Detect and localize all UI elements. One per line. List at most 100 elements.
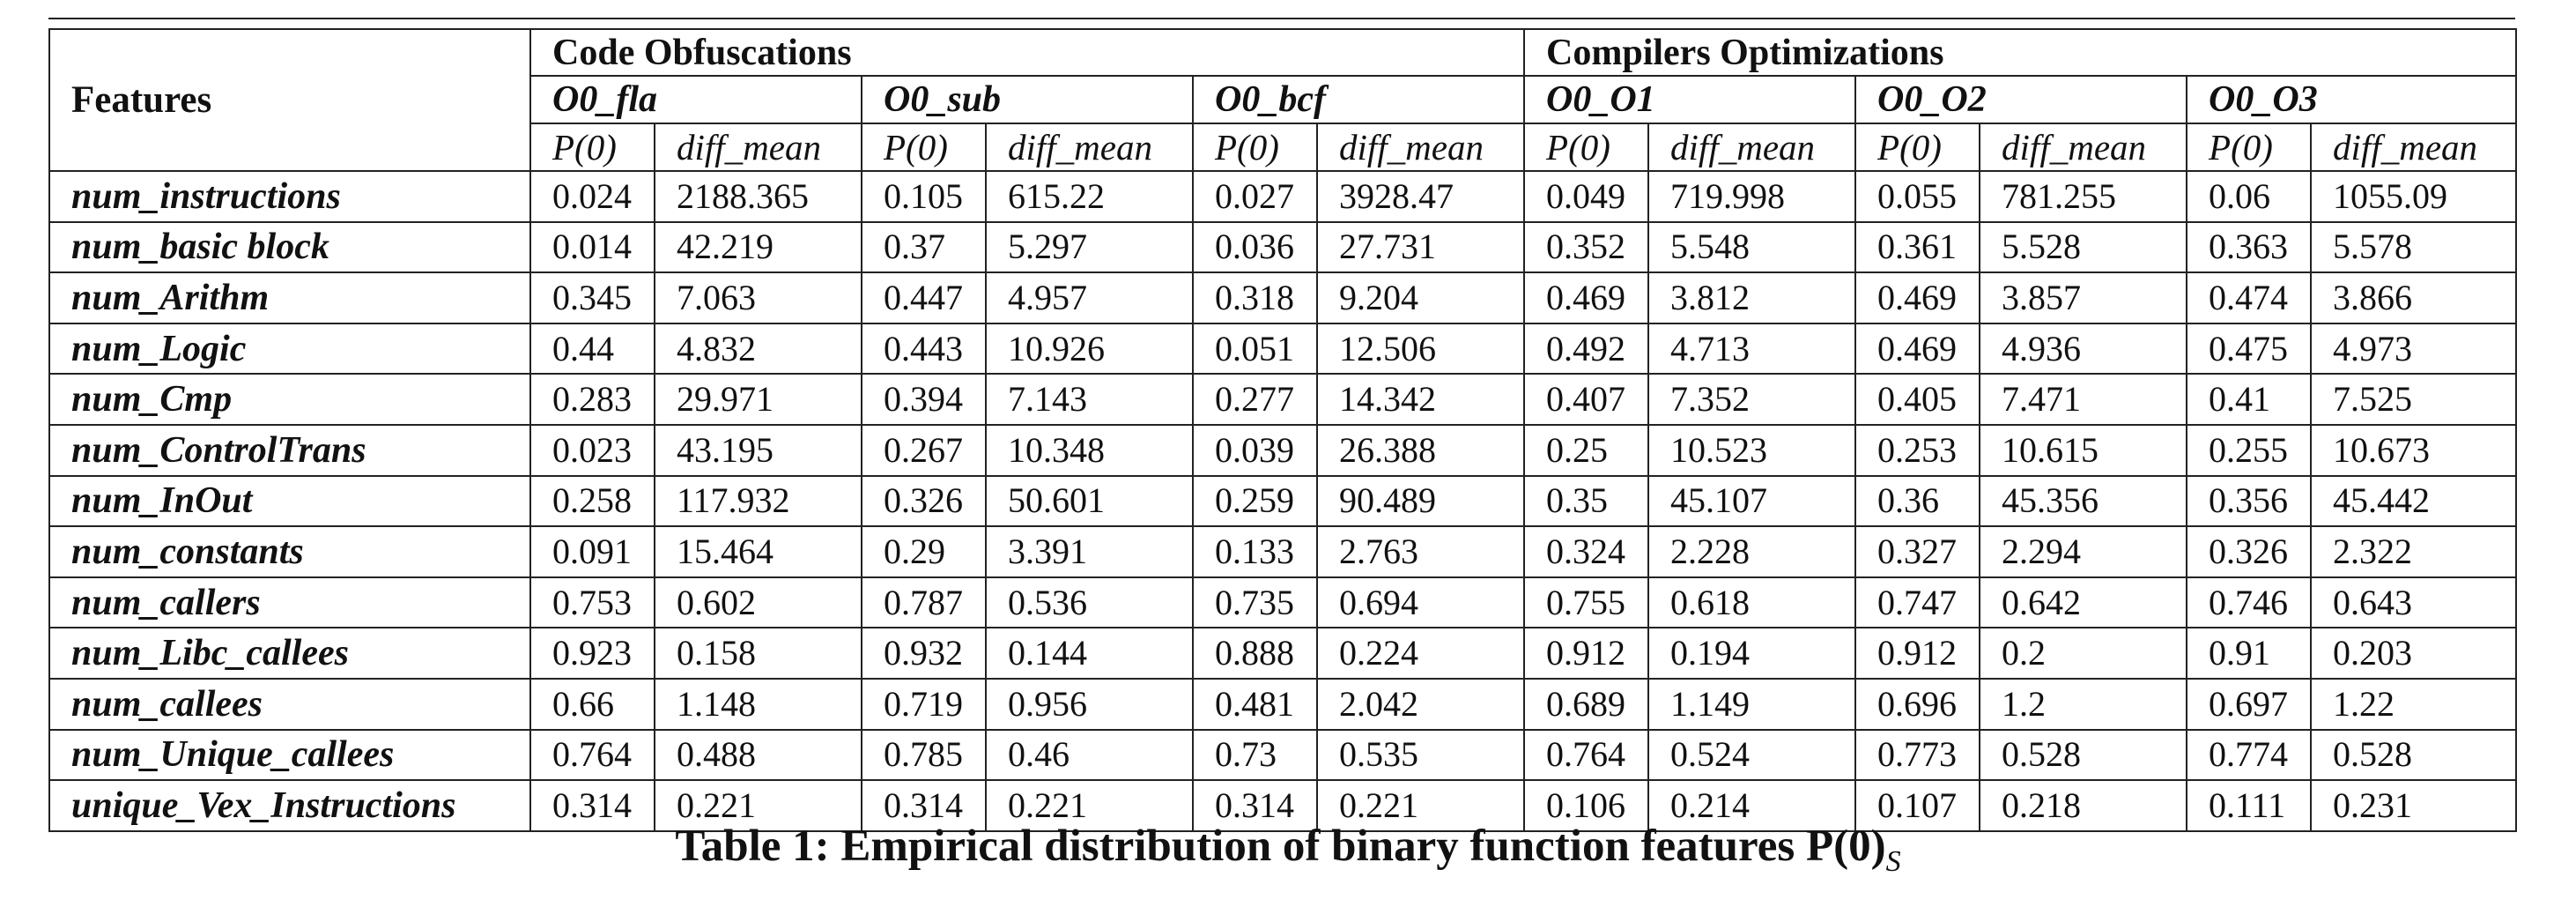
diff-mean-value-cell: 7.063: [654, 271, 862, 324]
p0-value-cell: 0.91: [2186, 627, 2313, 680]
p0-value-cell: 0.314: [1192, 779, 1318, 832]
p0-value-cell: 0.73: [1192, 728, 1318, 782]
diff-mean-value-cell: 0.618: [1647, 576, 1857, 629]
p0-value-cell: 0.259: [1192, 474, 1318, 528]
p0-value-cell: 0.912: [1523, 627, 1650, 680]
p0-value-cell: 0.405: [1854, 373, 1981, 426]
p0-value-cell: 0.753: [529, 576, 655, 629]
diff-mean-value-cell: 45.356: [1979, 474, 2188, 528]
p0-value-cell: 0.689: [1523, 677, 1650, 731]
diff-mean-value-cell: 1.148: [654, 677, 862, 731]
p0-value-cell: 0.443: [861, 322, 987, 375]
diff-mean-value-cell: 7.352: [1647, 373, 1857, 426]
p0-value-cell: 0.44: [529, 322, 655, 375]
diff-mean-value-cell: 0.144: [985, 627, 1194, 680]
p0-value-cell: 0.25: [1523, 423, 1650, 477]
table-row: num_constants 0.091 15.464 0.29 3.391 0.133 2.…: [48, 525, 2518, 578]
p0-value-cell: 0.747: [1854, 576, 1981, 629]
diff-mean-value-cell: 4.936: [1979, 322, 2188, 375]
diff-mean-value-cell: 719.998: [1647, 170, 1857, 223]
diff-mean-value-cell: 2188.365: [654, 170, 862, 223]
diff-mean-value-cell: 43.195: [654, 423, 862, 477]
column-header-p0: P(0): [2186, 123, 2313, 172]
p0-value-cell: 0.481: [1192, 677, 1318, 731]
p0-value-cell: 0.326: [2186, 525, 2313, 578]
column-header-p0: P(0): [529, 123, 655, 172]
p0-value-cell: 0.492: [1523, 322, 1650, 375]
p0-value-cell: 0.912: [1854, 627, 1981, 680]
diff-mean-value-cell: 10.926: [985, 322, 1194, 375]
p0-value-cell: 0.363: [2186, 220, 2313, 274]
p0-value-cell: 0.267: [861, 423, 987, 477]
table-row: num_callees 0.66 1.148 0.719 0.956 0.481 2.042…: [48, 677, 2518, 731]
diff-mean-value-cell: 29.971: [654, 373, 862, 426]
diff-mean-value-cell: 42.219: [654, 220, 862, 274]
p0-value-cell: 0.318: [1192, 271, 1318, 324]
p0-value-cell: 0.66: [529, 677, 655, 731]
diff-mean-value-cell: 5.578: [2310, 220, 2518, 274]
diff-mean-value-cell: 0.536: [985, 576, 1194, 629]
p0-value-cell: 0.314: [861, 779, 987, 832]
p0-value-cell: 0.474: [2186, 271, 2313, 324]
p0-value-cell: 0.29: [861, 525, 987, 578]
setting-header-o0-sub: O0_sub: [861, 75, 1194, 124]
diff-mean-value-cell: 12.506: [1315, 322, 1526, 375]
p0-value-cell: 0.258: [529, 474, 655, 528]
feature-name-cell: num_basic block: [48, 220, 531, 274]
p0-value-cell: 0.356: [2186, 474, 2313, 528]
diff-mean-value-cell: 0.2: [1979, 627, 2188, 680]
p0-value-cell: 0.327: [1854, 525, 1981, 578]
diff-mean-value-cell: 615.22: [985, 170, 1194, 223]
diff-mean-value-cell: 45.107: [1647, 474, 1857, 528]
p0-value-cell: 0.35: [1523, 474, 1650, 528]
column-header-diff-mean: diff_mean: [1647, 123, 1857, 172]
p0-value-cell: 0.055: [1854, 170, 1981, 223]
diff-mean-value-cell: 0.46: [985, 728, 1194, 782]
p0-value-cell: 0.361: [1854, 220, 1981, 274]
diff-mean-value-cell: 1.149: [1647, 677, 1857, 731]
diff-mean-value-cell: 0.694: [1315, 576, 1526, 629]
diff-mean-value-cell: 26.388: [1315, 423, 1526, 477]
diff-mean-value-cell: 1.22: [2310, 677, 2518, 731]
diff-mean-value-cell: 117.932: [654, 474, 862, 528]
diff-mean-value-cell: 0.602: [654, 576, 862, 629]
p0-value-cell: 0.314: [529, 779, 655, 832]
diff-mean-value-cell: 3.866: [2310, 271, 2518, 324]
diff-mean-value-cell: 4.832: [654, 322, 862, 375]
caption-text: Table 1: Empirical distribution of binar…: [675, 822, 1886, 871]
diff-mean-value-cell: 0.224: [1315, 627, 1526, 680]
diff-mean-value-cell: 14.342: [1315, 373, 1526, 426]
p0-value-cell: 0.41: [2186, 373, 2313, 426]
feature-name-cell: num_callers: [48, 576, 531, 629]
diff-mean-value-cell: 781.255: [1979, 170, 2188, 223]
p0-value-cell: 0.133: [1192, 525, 1318, 578]
p0-value-cell: 0.027: [1192, 170, 1318, 223]
p0-value-cell: 0.253: [1854, 423, 1981, 477]
p0-value-cell: 0.888: [1192, 627, 1318, 680]
p0-value-cell: 0.719: [861, 677, 987, 731]
diff-mean-value-cell: 2.294: [1979, 525, 2188, 578]
p0-value-cell: 0.014: [529, 220, 655, 274]
diff-mean-value-cell: 0.158: [654, 627, 862, 680]
p0-value-cell: 0.755: [1523, 576, 1650, 629]
diff-mean-value-cell: 0.524: [1647, 728, 1857, 782]
diff-mean-value-cell: 45.442: [2310, 474, 2518, 528]
column-header-diff-mean: diff_mean: [1315, 123, 1526, 172]
diff-mean-value-cell: 0.642: [1979, 576, 2188, 629]
column-header-p0: P(0): [1192, 123, 1318, 172]
table-row: num_Cmp 0.283 29.971 0.394 7.143 0.277 14.342 0…: [48, 373, 2518, 426]
group-header-row: Features Code Obfuscations Compilers Opt…: [48, 28, 2518, 172]
diff-mean-value-cell: 0.194: [1647, 627, 1857, 680]
table-row: num_callers 0.753 0.602 0.787 0.536 0.735 0.69…: [48, 576, 2518, 629]
p0-value-cell: 0.475: [2186, 322, 2313, 375]
table-row: unique_Vex_Instructions 0.314 0.221 0.314 0.…: [48, 779, 2518, 832]
p0-value-cell: 0.696: [1854, 677, 1981, 731]
top-rule: [48, 18, 2515, 19]
diff-mean-value-cell: 10.523: [1647, 423, 1857, 477]
caption-subscript: S: [1885, 844, 1901, 878]
diff-mean-value-cell: 5.297: [985, 220, 1194, 274]
diff-mean-value-cell: 10.615: [1979, 423, 2188, 477]
p0-value-cell: 0.764: [529, 728, 655, 782]
table-caption: Table 1: Empirical distribution of binar…: [0, 824, 2576, 877]
p0-value-cell: 0.923: [529, 627, 655, 680]
